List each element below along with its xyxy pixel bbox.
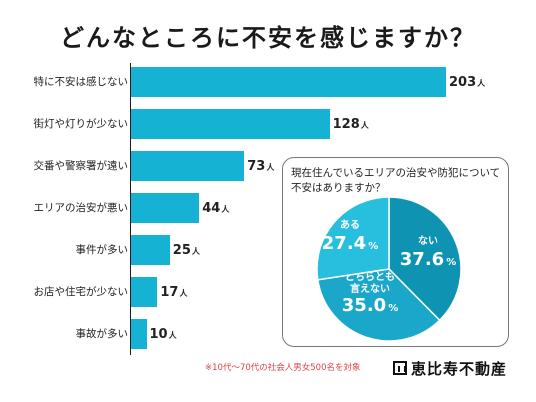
pie-slice-value: 37.6%: [400, 249, 456, 270]
bar-value-unit: 人: [477, 79, 486, 88]
bar-value-unit: 人: [360, 121, 369, 130]
pie-slice: [388, 196, 462, 322]
pie-slice-value: 35.0%: [342, 295, 398, 316]
bar-value-number: 44: [202, 201, 221, 216]
bar-chart-axis: [130, 63, 131, 355]
bar: [131, 193, 200, 223]
bar-value-unit: 人: [191, 247, 200, 256]
bar-value-unit: 人: [168, 331, 177, 340]
bar: [131, 109, 330, 139]
bar-value-unit: 人: [179, 289, 188, 298]
bar-category-label: お店や住宅が少ない: [33, 286, 129, 298]
pie-slice: [316, 268, 441, 342]
bar-category-label: 特に不安は感じない: [33, 76, 129, 88]
bar-value-label: 73人: [247, 160, 274, 175]
bar-value-number: 128: [332, 117, 360, 132]
bar-value-label: 203人: [449, 76, 485, 91]
bar-value-label: 44人: [202, 202, 229, 217]
bar-category-label: 交番や警察署が遠い: [33, 160, 129, 172]
pie-question: 現在住んでいるエリアの治安や防犯について不安はありますか？: [291, 167, 501, 194]
bar: [131, 235, 170, 265]
bar-value-number: 73: [247, 159, 266, 174]
bar-value-label: 17人: [160, 286, 187, 301]
bar-category-label: エリアの治安が悪い: [33, 202, 129, 214]
bar-category-label: 街灯や灯りが少ない: [33, 118, 129, 130]
bar-value-label: 128人: [333, 118, 369, 133]
pie-slice-label: ある: [340, 218, 360, 231]
bar-value-number: 25: [172, 243, 191, 258]
bar-value-number: 17: [160, 285, 179, 300]
pie-slice-label: ない: [418, 235, 438, 247]
bar: [131, 277, 158, 307]
page-title: どんなところに不安を感じますか？: [60, 24, 476, 52]
company-logo: 恵比寿不動産: [393, 358, 507, 378]
bar: [131, 319, 147, 349]
bar-value-unit: 人: [266, 163, 275, 172]
bar-value-label: 25人: [173, 244, 200, 259]
bar-value-unit: 人: [221, 205, 230, 214]
pie-slice: [316, 196, 390, 281]
bar: [131, 67, 446, 97]
bar-category-label: 事故が多い: [75, 328, 129, 340]
bar-value-number: 203: [449, 75, 477, 90]
logo-mark-icon: [393, 361, 407, 375]
bar-value-label: 10人: [150, 328, 177, 343]
bar: [131, 151, 245, 181]
bar-category-label: 事件が多い: [75, 244, 129, 256]
footnote: ※10代〜70代の社会人男女500名を対象: [205, 363, 361, 373]
logo-text: 恵比寿不動産: [411, 359, 508, 378]
pie-slice-value: 27.4%: [322, 233, 378, 254]
bar-value-number: 10: [149, 327, 168, 342]
